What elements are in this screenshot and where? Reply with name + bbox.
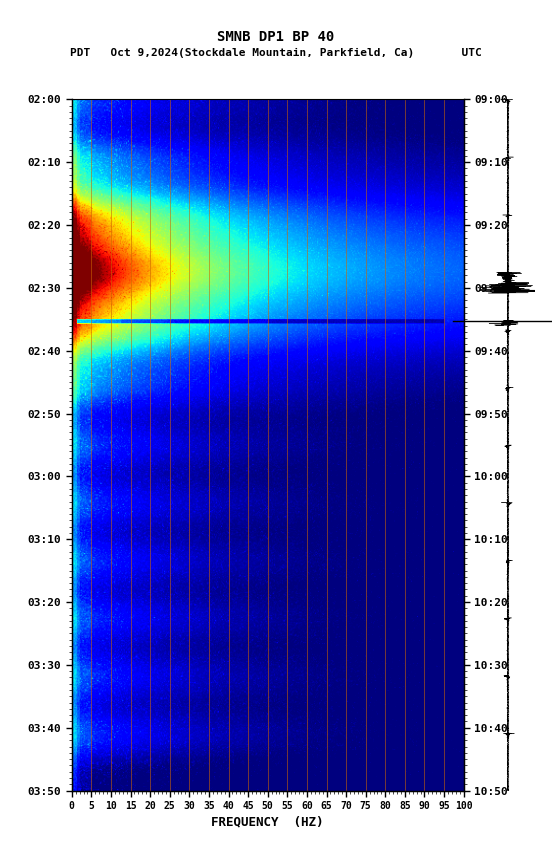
- Text: PDT   Oct 9,2024(Stockdale Mountain, Parkfield, Ca)       UTC: PDT Oct 9,2024(Stockdale Mountain, Parkf…: [70, 48, 482, 58]
- Text: SMNB DP1 BP 40: SMNB DP1 BP 40: [217, 30, 335, 44]
- X-axis label: FREQUENCY  (HZ): FREQUENCY (HZ): [211, 815, 324, 828]
